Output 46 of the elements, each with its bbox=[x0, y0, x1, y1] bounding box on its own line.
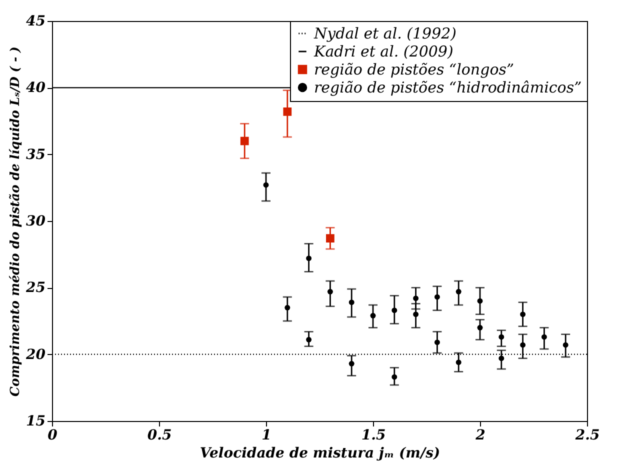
point bbox=[477, 298, 483, 304]
point bbox=[240, 136, 249, 146]
x-tick-label: 1.5 bbox=[361, 428, 386, 444]
point bbox=[477, 324, 483, 330]
point bbox=[306, 336, 312, 342]
y-tick-label: 15 bbox=[26, 414, 46, 430]
x-tick-label: 0 bbox=[48, 428, 58, 444]
x-tick-label: 2 bbox=[474, 428, 486, 444]
point bbox=[392, 308, 398, 314]
point bbox=[392, 374, 398, 380]
y-tick-label: 20 bbox=[25, 346, 46, 363]
point bbox=[284, 304, 290, 310]
point bbox=[456, 288, 462, 294]
point bbox=[327, 288, 333, 294]
legend-label: região de pistões “longos” bbox=[314, 60, 514, 78]
point bbox=[434, 294, 440, 300]
point bbox=[283, 107, 292, 116]
point bbox=[263, 182, 269, 188]
point bbox=[413, 296, 419, 302]
y-axis-title: Comprimento médio do pistão de líquido Lₛ/D ( - ) bbox=[7, 46, 22, 396]
legend-label: região de pistões “hidrodinâmicos” bbox=[314, 78, 582, 96]
point bbox=[348, 360, 354, 366]
y-tick-label: 25 bbox=[25, 280, 46, 296]
y-tick-label: 45 bbox=[26, 14, 46, 30]
x-axis-title: Velocidade de mistura jₘ (m/s) bbox=[200, 446, 440, 462]
y-tick-label: 40 bbox=[26, 80, 46, 96]
point bbox=[434, 340, 440, 346]
y-tick-label: 35 bbox=[26, 146, 46, 163]
x-tick-label: 0.5 bbox=[147, 428, 172, 444]
y-tick-label: 30 bbox=[26, 214, 46, 230]
point bbox=[520, 312, 526, 318]
point bbox=[562, 342, 568, 348]
point bbox=[306, 256, 312, 262]
point bbox=[541, 334, 547, 340]
point bbox=[456, 360, 462, 366]
point bbox=[520, 342, 526, 348]
legend-label: Nydal et al. (1992) bbox=[313, 24, 457, 42]
point bbox=[326, 234, 334, 243]
point bbox=[498, 334, 504, 340]
point bbox=[348, 300, 354, 306]
point bbox=[498, 356, 504, 362]
point bbox=[413, 312, 419, 318]
legend-label: Kadri et al. (2009) bbox=[313, 42, 454, 60]
x-tick-label: 1 bbox=[262, 428, 272, 444]
x-tick-label: 2.5 bbox=[574, 428, 600, 444]
point bbox=[370, 312, 376, 318]
